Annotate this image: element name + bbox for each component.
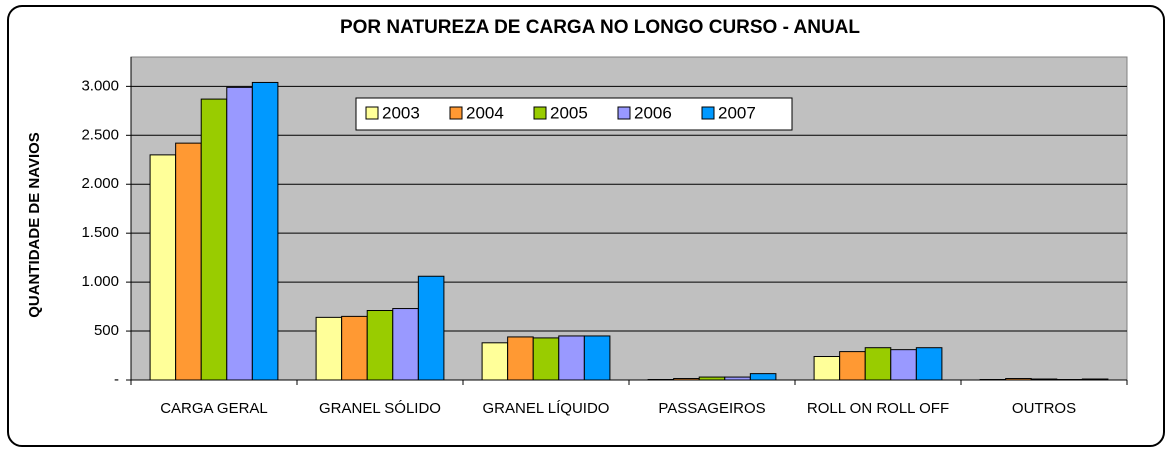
x-tick-label: ROLL ON ROLL OFF (806, 400, 950, 417)
bar (532, 337, 560, 381)
legend-label: 2003 (382, 103, 420, 122)
bar (417, 275, 445, 381)
bar (698, 376, 726, 381)
legend-label: 2005 (550, 103, 588, 122)
y-tick-label: 2.000 (81, 175, 119, 192)
chart-title: POR NATUREZA DE CARGA NO LONGO CURSO - A… (340, 17, 860, 38)
y-tick-label: 1.500 (81, 224, 119, 241)
bar (749, 373, 777, 381)
bar (251, 81, 279, 381)
legend-swatch (533, 106, 547, 120)
bar (915, 347, 943, 381)
bar (813, 356, 841, 381)
y-tick-label: - (114, 371, 119, 388)
y-tick-label: 1.000 (81, 273, 119, 290)
bar (1081, 378, 1109, 381)
bar (200, 98, 228, 381)
legend-swatch (449, 106, 463, 120)
x-tick-label: OUTROS (1011, 400, 1077, 417)
x-tick-label: GRANEL SÓLIDO (319, 400, 441, 417)
legend-box (355, 97, 793, 131)
legend-swatch (617, 106, 631, 120)
x-tick-label: CARGA GERAL (160, 400, 268, 417)
bar (673, 378, 700, 381)
bar (1005, 378, 1032, 381)
bar (315, 316, 343, 381)
bar (583, 335, 611, 381)
bar (724, 376, 751, 381)
y-tick-label: 2.500 (81, 126, 119, 143)
legend-label: 2004 (466, 103, 504, 122)
legend-label: 2006 (634, 103, 672, 122)
bar (175, 142, 202, 381)
y-tick-label: 3.000 (81, 77, 119, 94)
bar (864, 347, 892, 381)
bar (149, 154, 177, 381)
bar (890, 349, 917, 381)
bar (366, 310, 394, 381)
legend-label: 2007 (718, 103, 756, 122)
bar (558, 335, 585, 381)
bar (1030, 378, 1058, 381)
x-tick-label: PASSAGEIROS (658, 400, 766, 417)
legend-swatch (701, 106, 715, 120)
bar (392, 308, 419, 381)
bar (839, 351, 866, 381)
legend-swatch (365, 106, 379, 120)
bar (481, 342, 509, 381)
y-axis-label: QUANTIDADE DE NAVIOS (26, 132, 43, 318)
bar (341, 315, 368, 381)
bar (507, 336, 534, 381)
x-tick-label: GRANEL LÍQUIDO (482, 400, 610, 417)
y-tick-label: 500 (94, 322, 119, 339)
bar (226, 86, 253, 381)
